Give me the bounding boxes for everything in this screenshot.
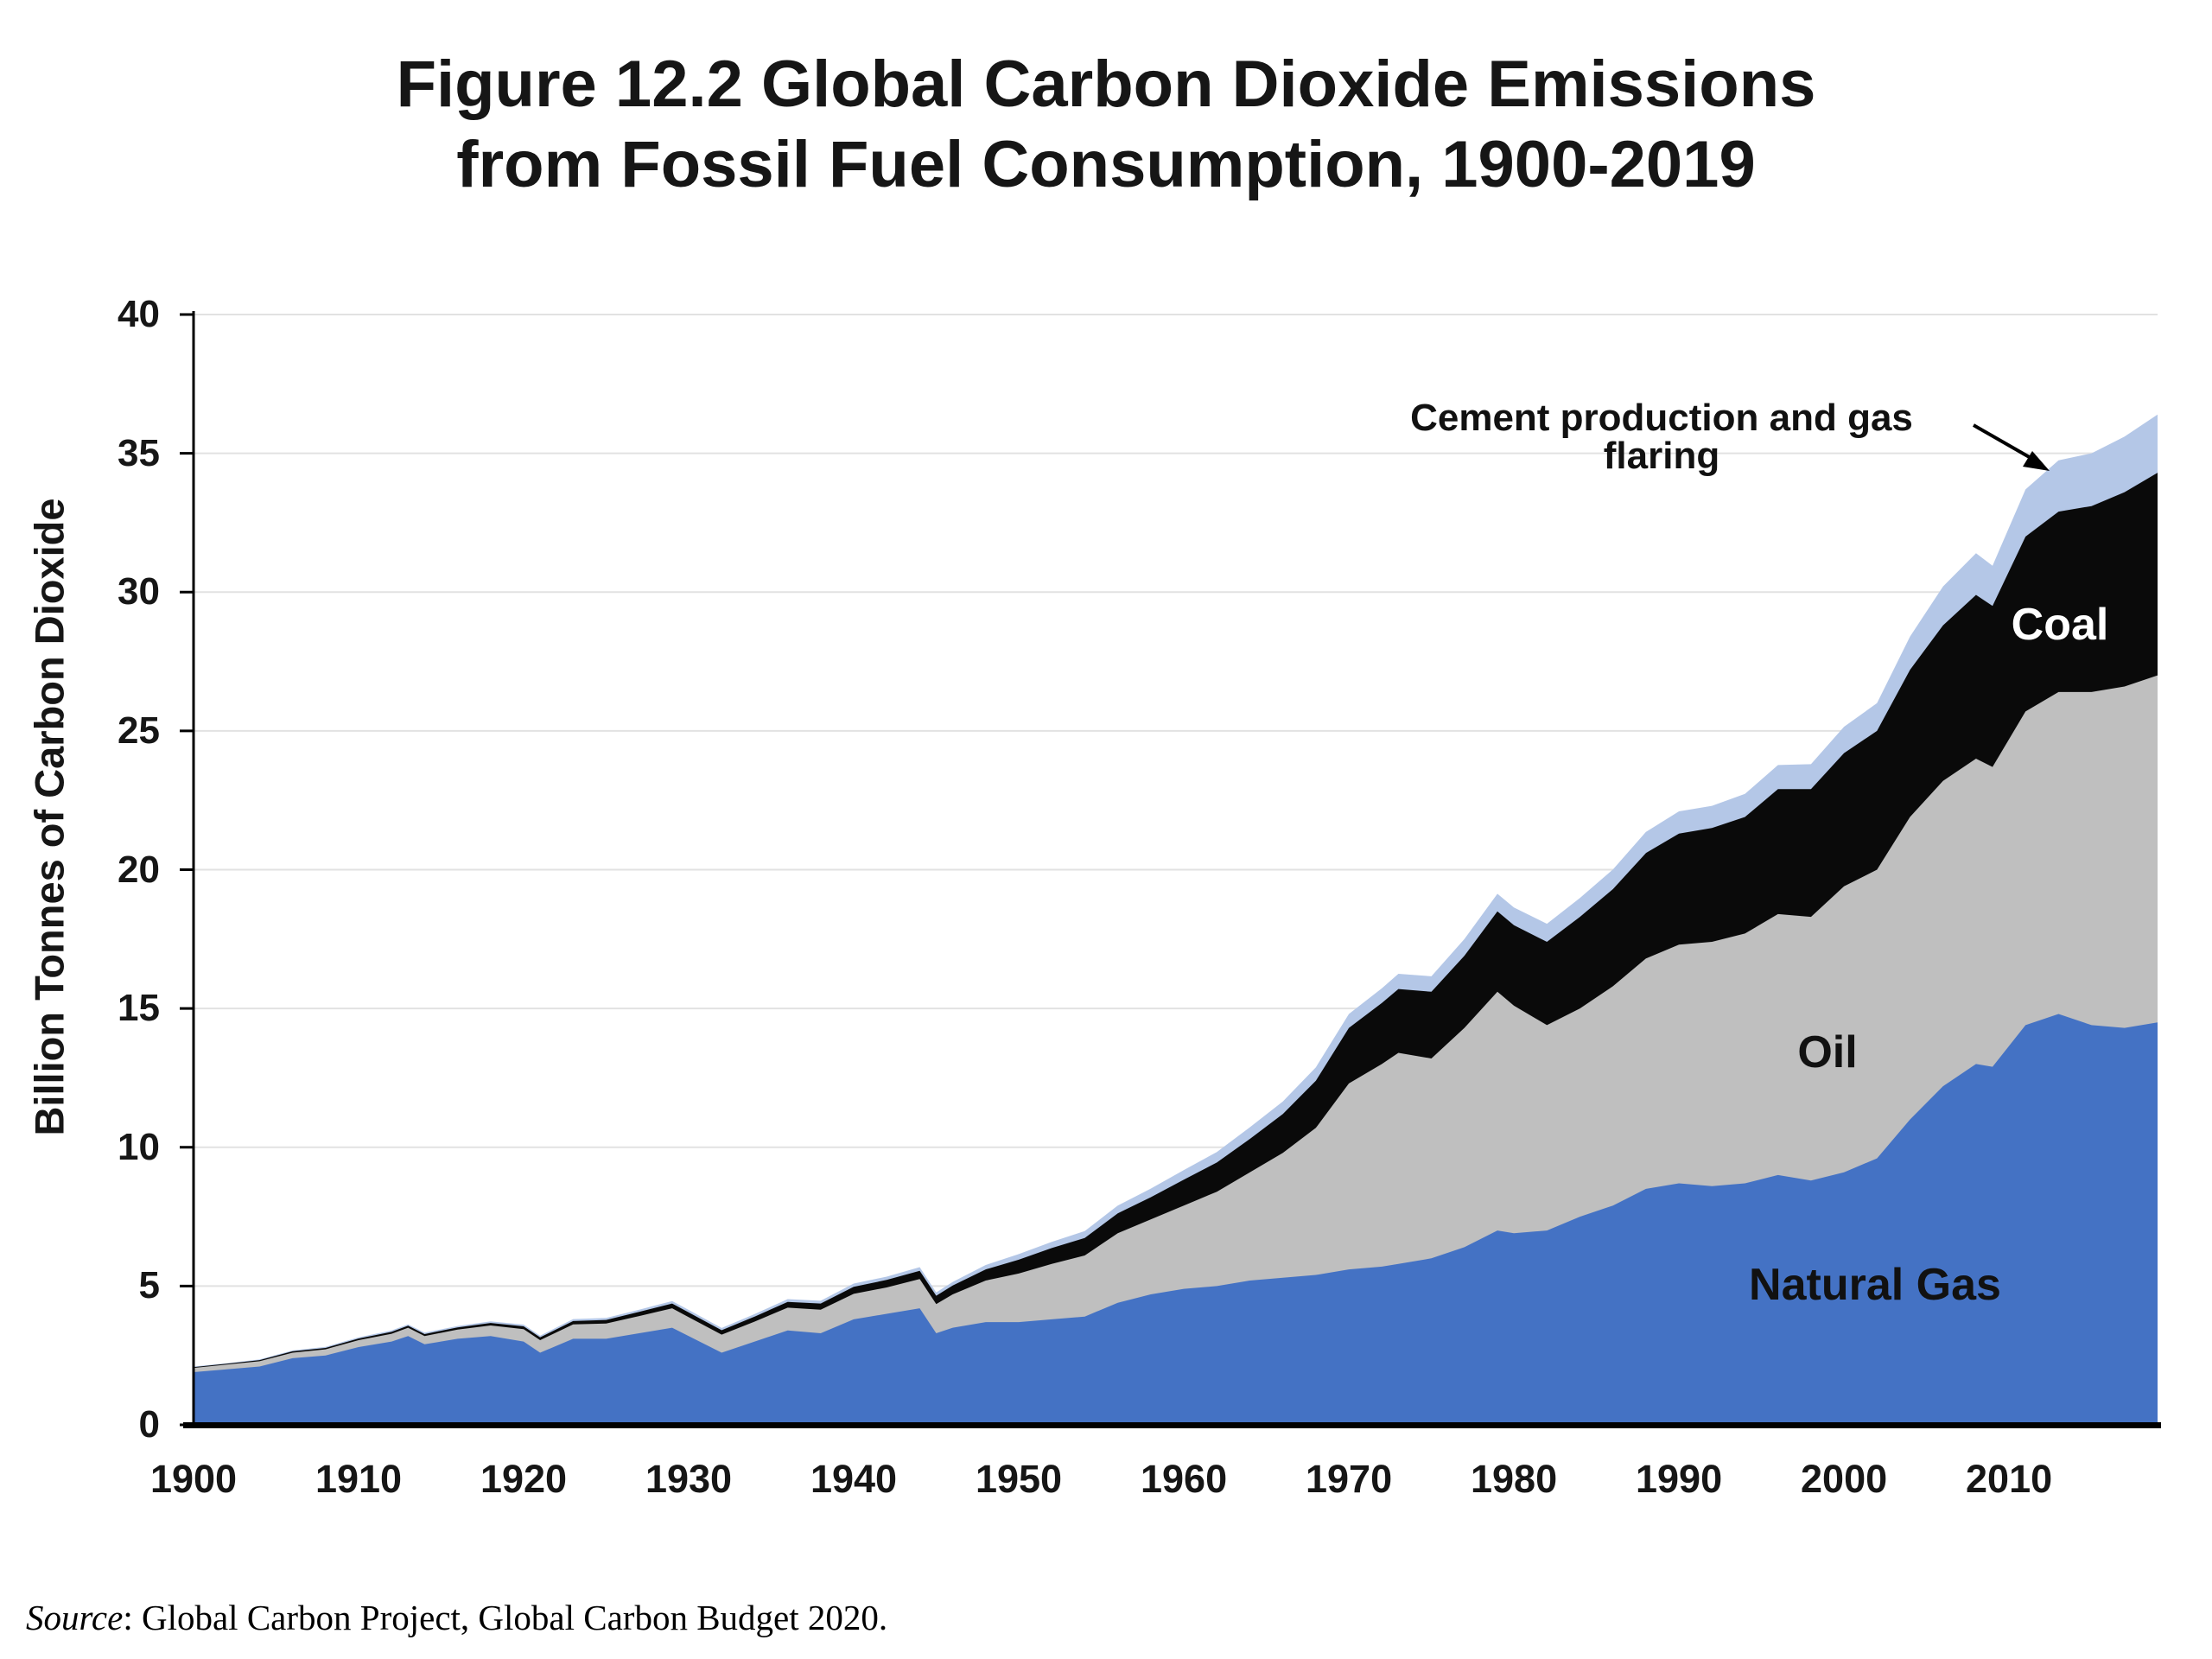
x-axis-tick-label-1970: 1970: [1305, 1457, 1393, 1501]
chart-title-line1: Figure 12.2 Global Carbon Dioxide Emissi…: [396, 48, 1816, 121]
annotation-arrow-head: [2023, 451, 2050, 471]
area-label-coal: Coal: [2011, 600, 2109, 650]
y-axis-tick-label-35: 35: [118, 431, 160, 474]
x-axis-tick-label-1960: 1960: [1140, 1457, 1228, 1501]
x-axis-tick-label-1920: 1920: [480, 1457, 568, 1501]
area-label-natural-gas: Natural Gas: [1749, 1260, 2001, 1310]
area-natural-gas: [194, 1014, 2158, 1425]
area-label-oil: Oil: [1797, 1027, 1858, 1077]
x-axis-tick-label-1900: 1900: [149, 1457, 238, 1501]
x-axis-tick-label-1940: 1940: [810, 1457, 898, 1501]
x-axis-line: [183, 1422, 2161, 1428]
annotation-cement: Cement production and gas flaring: [1307, 399, 2016, 475]
y-axis-tick-label-40: 40: [118, 293, 160, 335]
y-axis-tick-label-5: 5: [138, 1264, 160, 1307]
chart-title: Figure 12.2 Global Carbon Dioxide Emissi…: [0, 45, 2212, 205]
source-text: : Global Carbon Project, Global Carbon B…: [123, 1598, 888, 1637]
y-axis-tick-label-20: 20: [118, 848, 160, 891]
x-axis-tick-label-1930: 1930: [645, 1457, 733, 1501]
x-axis-tick-label-2010: 2010: [1966, 1457, 2053, 1501]
y-axis-tick-label-15: 15: [118, 987, 160, 1030]
y-axis-tick-label-0: 0: [138, 1403, 160, 1446]
annotation-line2: flaring: [1603, 435, 1720, 477]
x-axis-tick-label-2000: 2000: [1801, 1457, 1888, 1501]
annotation-arrow-line: [1973, 423, 2033, 461]
x-axis-tick-label-1950: 1950: [975, 1457, 1063, 1501]
y-axis-tick-label-10: 10: [118, 1125, 160, 1168]
x-axis-tick-label-1910: 1910: [315, 1457, 403, 1501]
y-axis-tick-label-30: 30: [118, 570, 160, 613]
source-citation: Source: Global Carbon Project, Global Ca…: [26, 1597, 1927, 1638]
annotation-line1: Cement production and gas: [1410, 397, 1913, 439]
x-axis-tick-label-1980: 1980: [1471, 1457, 1558, 1501]
y-axis-title: Billion Tonnes of Carbon Dioxide: [26, 498, 73, 1136]
y-axis-tick-label-25: 25: [118, 709, 160, 752]
chart-title-line2: from Fossil Fuel Consumption, 1900-2019: [456, 127, 1756, 201]
source-label: Source: [26, 1598, 124, 1637]
x-axis-tick-label-1990: 1990: [1636, 1457, 1723, 1501]
